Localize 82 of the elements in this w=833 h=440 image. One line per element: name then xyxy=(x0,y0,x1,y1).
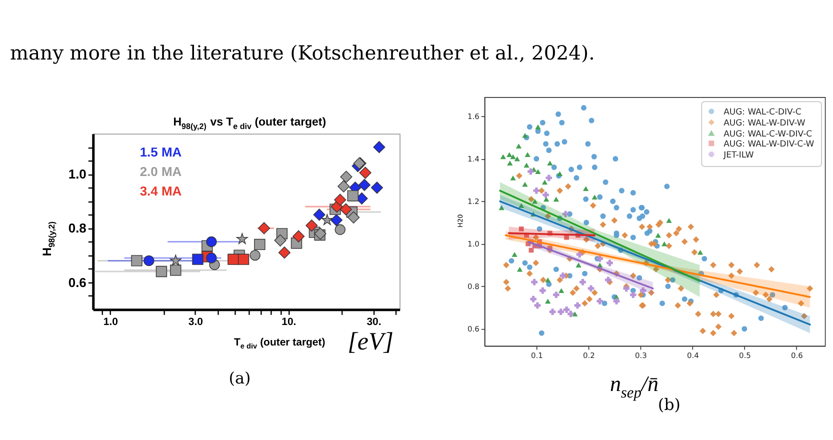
point xyxy=(568,310,574,318)
text: [eV] xyxy=(348,328,394,356)
text: 1.5 MA xyxy=(140,144,182,160)
point xyxy=(512,252,518,257)
x-tick-label: 10. xyxy=(282,316,296,328)
point xyxy=(547,160,553,166)
x-tick-label: 3.0 xyxy=(188,316,204,328)
point xyxy=(524,152,530,157)
point xyxy=(535,169,541,174)
point xyxy=(563,306,570,313)
point xyxy=(596,298,604,304)
point xyxy=(576,251,583,258)
point xyxy=(518,226,524,232)
point xyxy=(572,312,578,316)
point xyxy=(580,278,586,286)
point xyxy=(697,250,704,255)
point xyxy=(562,210,569,218)
point xyxy=(524,162,530,168)
point xyxy=(560,272,566,279)
point xyxy=(542,192,549,198)
point xyxy=(542,180,548,185)
point xyxy=(596,256,604,262)
legend-label: AUG: WAL-W-DIV-C-W xyxy=(724,138,815,148)
y-axis-title: H98(y,2) xyxy=(40,221,57,256)
y-tick-label: 0.8 xyxy=(68,220,86,236)
point xyxy=(516,144,522,148)
point xyxy=(662,241,668,246)
point xyxy=(558,288,564,294)
point xyxy=(528,248,534,253)
x-tick-label: 30. xyxy=(366,316,382,328)
point xyxy=(623,285,630,292)
point xyxy=(507,160,513,166)
point xyxy=(556,171,563,176)
legend-label: AUG: WAL-C-W-DIV-C xyxy=(724,128,812,138)
point xyxy=(553,292,560,298)
point xyxy=(498,205,504,210)
legend-label: AUG: WAL-C-DIV-C xyxy=(724,106,802,116)
point xyxy=(540,287,546,294)
text: (b) xyxy=(658,394,681,414)
point xyxy=(530,296,536,302)
point xyxy=(553,196,559,202)
point xyxy=(516,266,523,272)
text: 2.0 MA xyxy=(140,164,182,180)
x-tick-label: 1.0 xyxy=(103,316,118,328)
point xyxy=(510,175,516,180)
point xyxy=(564,234,570,240)
point xyxy=(545,298,551,304)
point xyxy=(630,292,636,298)
point xyxy=(640,287,646,294)
point xyxy=(518,203,524,208)
point xyxy=(574,302,581,309)
point xyxy=(531,278,538,286)
point xyxy=(533,188,540,194)
point xyxy=(588,285,594,292)
point xyxy=(522,132,528,138)
point xyxy=(500,154,506,160)
point xyxy=(510,154,516,160)
point xyxy=(535,124,541,130)
point xyxy=(592,194,598,200)
point xyxy=(666,218,672,223)
legend-label: AUG: WAL-W-DIV-W xyxy=(724,117,806,128)
point xyxy=(514,156,520,162)
text: 3.4 MA xyxy=(140,184,182,199)
y-tick-label: 1.0 xyxy=(68,166,86,182)
point xyxy=(506,152,512,157)
point xyxy=(582,186,589,191)
point xyxy=(543,196,550,202)
point xyxy=(534,302,541,309)
point xyxy=(545,277,551,282)
point xyxy=(655,232,661,238)
point xyxy=(522,182,528,187)
point xyxy=(546,174,552,182)
point xyxy=(549,308,556,315)
point xyxy=(528,168,534,175)
point xyxy=(558,308,564,315)
legend-label: JET-ILW xyxy=(722,149,754,160)
y-tick-label: 0.6 xyxy=(68,274,86,290)
point xyxy=(576,262,582,268)
point xyxy=(606,260,613,266)
text: many more in the literature (Kotschenreuther et al., 2024). xyxy=(10,41,595,64)
point xyxy=(613,298,620,304)
text: (a) xyxy=(228,368,251,388)
